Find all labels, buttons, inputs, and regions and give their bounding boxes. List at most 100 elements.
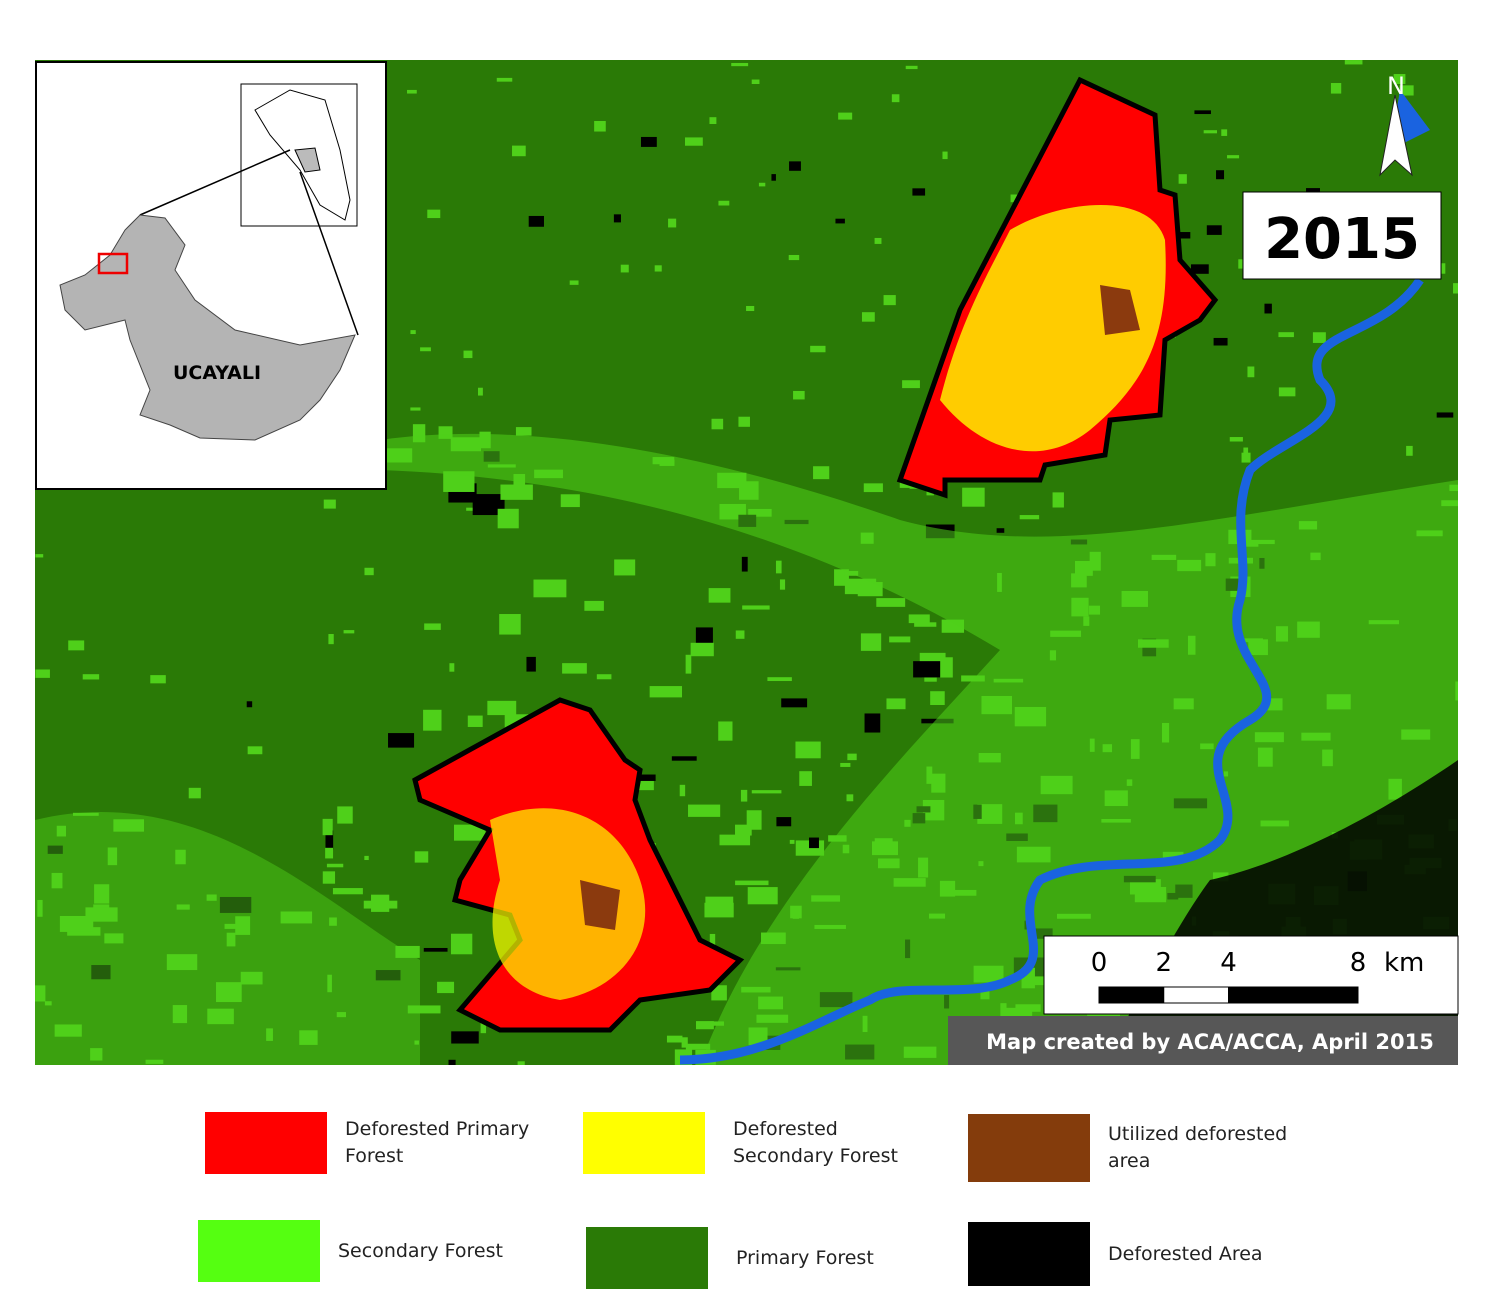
legend-label: Secondary Forest: [338, 1239, 503, 1262]
secondary-forest-patch: [793, 390, 805, 400]
secondary-forest-patch: [1393, 74, 1406, 85]
scale-unit: km: [1384, 948, 1424, 978]
secondary-forest-patch: [337, 806, 353, 824]
secondary-forest-patch: [499, 614, 521, 635]
scale-tick-label: 0: [1091, 948, 1108, 978]
secondary-forest-patch: [614, 559, 636, 576]
secondary-forest-patch: [443, 471, 475, 492]
secondary-forest-patch: [1178, 174, 1187, 184]
secondary-forest-patch: [738, 416, 750, 427]
secondary-forest-patch: [487, 700, 517, 716]
secondary-forest-patch: [480, 1015, 487, 1034]
secondary-forest-patch: [1227, 155, 1240, 159]
secondary-forest-patch: [1330, 83, 1342, 94]
deforested-patch: [1213, 337, 1228, 346]
secondary-forest-patch: [905, 65, 918, 70]
deforested-patch: [613, 214, 621, 223]
secondary-forest-patch: [718, 200, 730, 206]
secondary-forest-patch: [1247, 366, 1255, 378]
secondary-forest-patch: [467, 715, 483, 727]
inset-leader: [139, 149, 359, 336]
secondary-forest-patch: [874, 237, 882, 244]
secondary-forest-patch: [860, 633, 882, 651]
deforested-patch: [835, 218, 845, 224]
secondary-forest-patch: [731, 62, 749, 67]
secondary-forest-patch: [779, 579, 786, 590]
secondary-forest-patch: [684, 137, 703, 146]
legend-item: Secondary Forest: [198, 1220, 548, 1282]
legend-label: Deforested Secondary Forest: [733, 1118, 898, 1167]
secondary-forest-patch: [56, 825, 66, 837]
secondary-forest-patch: [838, 112, 853, 120]
map: UCAYALI N 2015 0 2 4 8 km Map created by ACA…: [35, 60, 1459, 1065]
secondary-forest-patch: [437, 981, 455, 994]
secondary-forest-patch: [704, 902, 734, 918]
secondary-forest-patch: [719, 834, 751, 846]
legend-label: Primary Forest: [736, 1246, 874, 1269]
secondary-forest-patch: [322, 818, 333, 836]
secondary-forest-patch: [410, 407, 421, 411]
secondary-forest-patch: [847, 753, 857, 761]
deforested-patch: [526, 656, 536, 672]
credit: Map created by ACA/ACCA, April 2015: [986, 1030, 1434, 1054]
secondary-forest-patch: [410, 330, 416, 335]
secondary-forest-patch: [280, 911, 313, 924]
deforested-secondary: [940, 205, 1166, 452]
secondary-forest-patch: [1107, 1063, 1142, 1065]
deforested-patch: [388, 733, 415, 748]
secondary-forest-patch: [463, 350, 473, 359]
secondary-forest-patch: [751, 79, 760, 85]
scale-tick-label: 2: [1155, 948, 1172, 978]
legend-swatch: [968, 1114, 1090, 1182]
secondary-forest-patch: [844, 578, 877, 595]
deforested-patch: [1306, 188, 1320, 193]
secondary-forest-patch: [166, 954, 198, 971]
secondary-forest-patch: [735, 880, 769, 886]
river: [679, 277, 1424, 1065]
secondary-forest-patch: [679, 784, 686, 797]
secondary-forest-patch: [327, 974, 332, 993]
secondary-forest-patch: [914, 622, 937, 627]
deforested-patch: [1177, 232, 1191, 239]
secondary-forest-patch: [795, 741, 821, 759]
legend-swatch: [205, 1112, 327, 1174]
inset-peru-frame: [240, 83, 358, 227]
deforested-patch: [528, 215, 544, 227]
secondary-forest-patch: [51, 872, 63, 889]
secondary-forest-patch: [685, 1043, 711, 1050]
secondary-forest-patch: [1221, 129, 1228, 136]
legend-item: Deforested Secondary Forest: [583, 1112, 943, 1174]
study-area-marker: [97, 252, 129, 275]
secondary-forest-patch: [711, 985, 727, 1001]
deforested-patch: [695, 627, 713, 647]
secondary-forest-patch: [742, 605, 770, 610]
inset-label: UCAYALI: [173, 362, 261, 384]
credit-bar: [948, 1016, 1458, 1065]
secondary-forest-patch: [799, 771, 812, 786]
secondary-forest-patch: [735, 824, 752, 836]
secondary-forest-patch: [59, 915, 94, 932]
secondary-forest-patch: [709, 117, 717, 125]
secondary-forest-patch: [1399, 85, 1414, 96]
secondary-forest-patch: [695, 1021, 714, 1030]
secondary-forest-patch: [90, 1048, 103, 1061]
secondary-forest-patch: [240, 971, 263, 985]
secondary-forest-patch: [891, 94, 900, 103]
secondary-forest-patch: [876, 598, 906, 607]
secondary-forest-patch: [35, 985, 46, 1002]
secondary-forest-patch: [513, 474, 526, 493]
secondary-forest-patch: [371, 894, 390, 912]
scale-tick-label: 8: [1350, 948, 1367, 978]
secondary-forest-patch: [1453, 283, 1458, 294]
secondary-forest-patch: [908, 614, 930, 624]
deforested-patch: [741, 556, 748, 572]
secondary-forest-patch: [813, 466, 830, 480]
north-arrow: [1379, 94, 1413, 177]
legend-label: Deforested Area: [1108, 1242, 1263, 1265]
secondary-forest-patch: [343, 630, 355, 634]
secondary-forest-patch: [810, 345, 826, 353]
secondary-forest-patch: [709, 933, 716, 949]
legend-item: Deforested Primary Forest: [205, 1112, 555, 1174]
secondary-forest-patch: [329, 917, 337, 926]
